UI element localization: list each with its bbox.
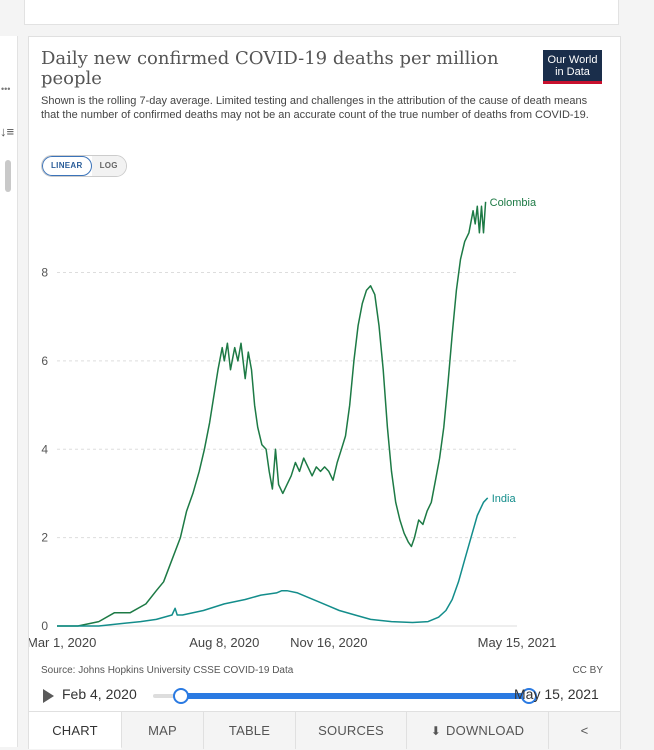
scrollbar-thumb[interactable] <box>5 160 11 192</box>
play-icon[interactable] <box>43 689 54 703</box>
chart-subtitle: Shown is the rolling 7-day average. Limi… <box>41 95 589 121</box>
sort-icon[interactable]: ↓≡ <box>0 124 15 139</box>
download-icon: ⬇ <box>430 724 442 738</box>
x-tick-3: May 15, 2021 <box>478 635 557 650</box>
tab-table[interactable]: TABLE <box>204 712 296 749</box>
owid-logo[interactable]: Our World in Data <box>543 50 602 84</box>
series-line-colombia <box>57 201 487 627</box>
y-tick-0: 0 <box>41 619 48 633</box>
share-icon: < <box>580 723 589 738</box>
logo-line1: Our World <box>547 54 598 66</box>
series-label-india: India <box>492 493 517 505</box>
tab-download-label: DOWNLOAD <box>446 723 525 738</box>
series-label-colombia: Colombia <box>490 197 537 209</box>
x-tick-1: Aug 8, 2020 <box>189 635 259 650</box>
share-button[interactable]: < <box>549 712 620 749</box>
x-tick-0: Mar 1, 2020 <box>29 635 96 650</box>
linear-scale-button[interactable]: LINEAR <box>42 156 92 176</box>
scale-toggle: LINEAR LOG <box>41 155 127 177</box>
chart-title: Daily new confirmed COVID-19 deaths per … <box>41 48 499 89</box>
tick-layer: 0 2 4 6 8 Mar 1, 2020 Aug 8, 2020 Nov 16, 2020 M… <box>29 266 556 650</box>
y-tick-8: 8 <box>41 266 48 280</box>
tab-map[interactable]: MAP <box>122 712 204 749</box>
tab-bar: CHART MAP TABLE SOURCES ⬇ DOWNLOAD < <box>29 711 620 749</box>
log-scale-button[interactable]: LOG <box>91 156 126 176</box>
chart-card: Daily new confirmed COVID-19 deaths per … <box>28 36 621 749</box>
license-link[interactable]: CC BY <box>572 665 603 676</box>
logo-line2: in Data <box>555 66 590 78</box>
timeline-start-handle[interactable] <box>173 688 190 704</box>
x-tick-2: Nov 16, 2020 <box>290 635 367 650</box>
left-sidebar-strip: ••• ↓≡ <box>0 36 18 747</box>
grid-layer <box>57 272 517 627</box>
line-chart: 0 2 4 6 8 Mar 1, 2020 Aug 8, 2020 Nov 16, 2020 M… <box>29 197 556 650</box>
series-layer: Colombia India <box>57 197 537 627</box>
tab-download[interactable]: ⬇ DOWNLOAD <box>407 712 549 749</box>
series-line-india <box>57 497 489 627</box>
timeline-start-label: Feb 4, 2020 <box>62 686 137 702</box>
y-tick-6: 6 <box>41 354 48 368</box>
y-tick-2: 2 <box>41 531 48 545</box>
y-tick-4: 4 <box>41 442 48 456</box>
timeline: Feb 4, 2020 May 15, 2021 <box>41 685 606 707</box>
timeline-end-handle[interactable] <box>521 688 537 704</box>
timeline-end-label: May 15, 2021 <box>514 686 599 702</box>
source-note: Source: Johns Hopkins University CSSE CO… <box>41 665 294 676</box>
more-icon[interactable]: ••• <box>1 84 11 94</box>
tab-chart[interactable]: CHART <box>29 712 122 749</box>
previous-card <box>24 0 619 25</box>
timeline-selected-range <box>181 693 529 699</box>
tab-sources[interactable]: SOURCES <box>296 712 407 749</box>
